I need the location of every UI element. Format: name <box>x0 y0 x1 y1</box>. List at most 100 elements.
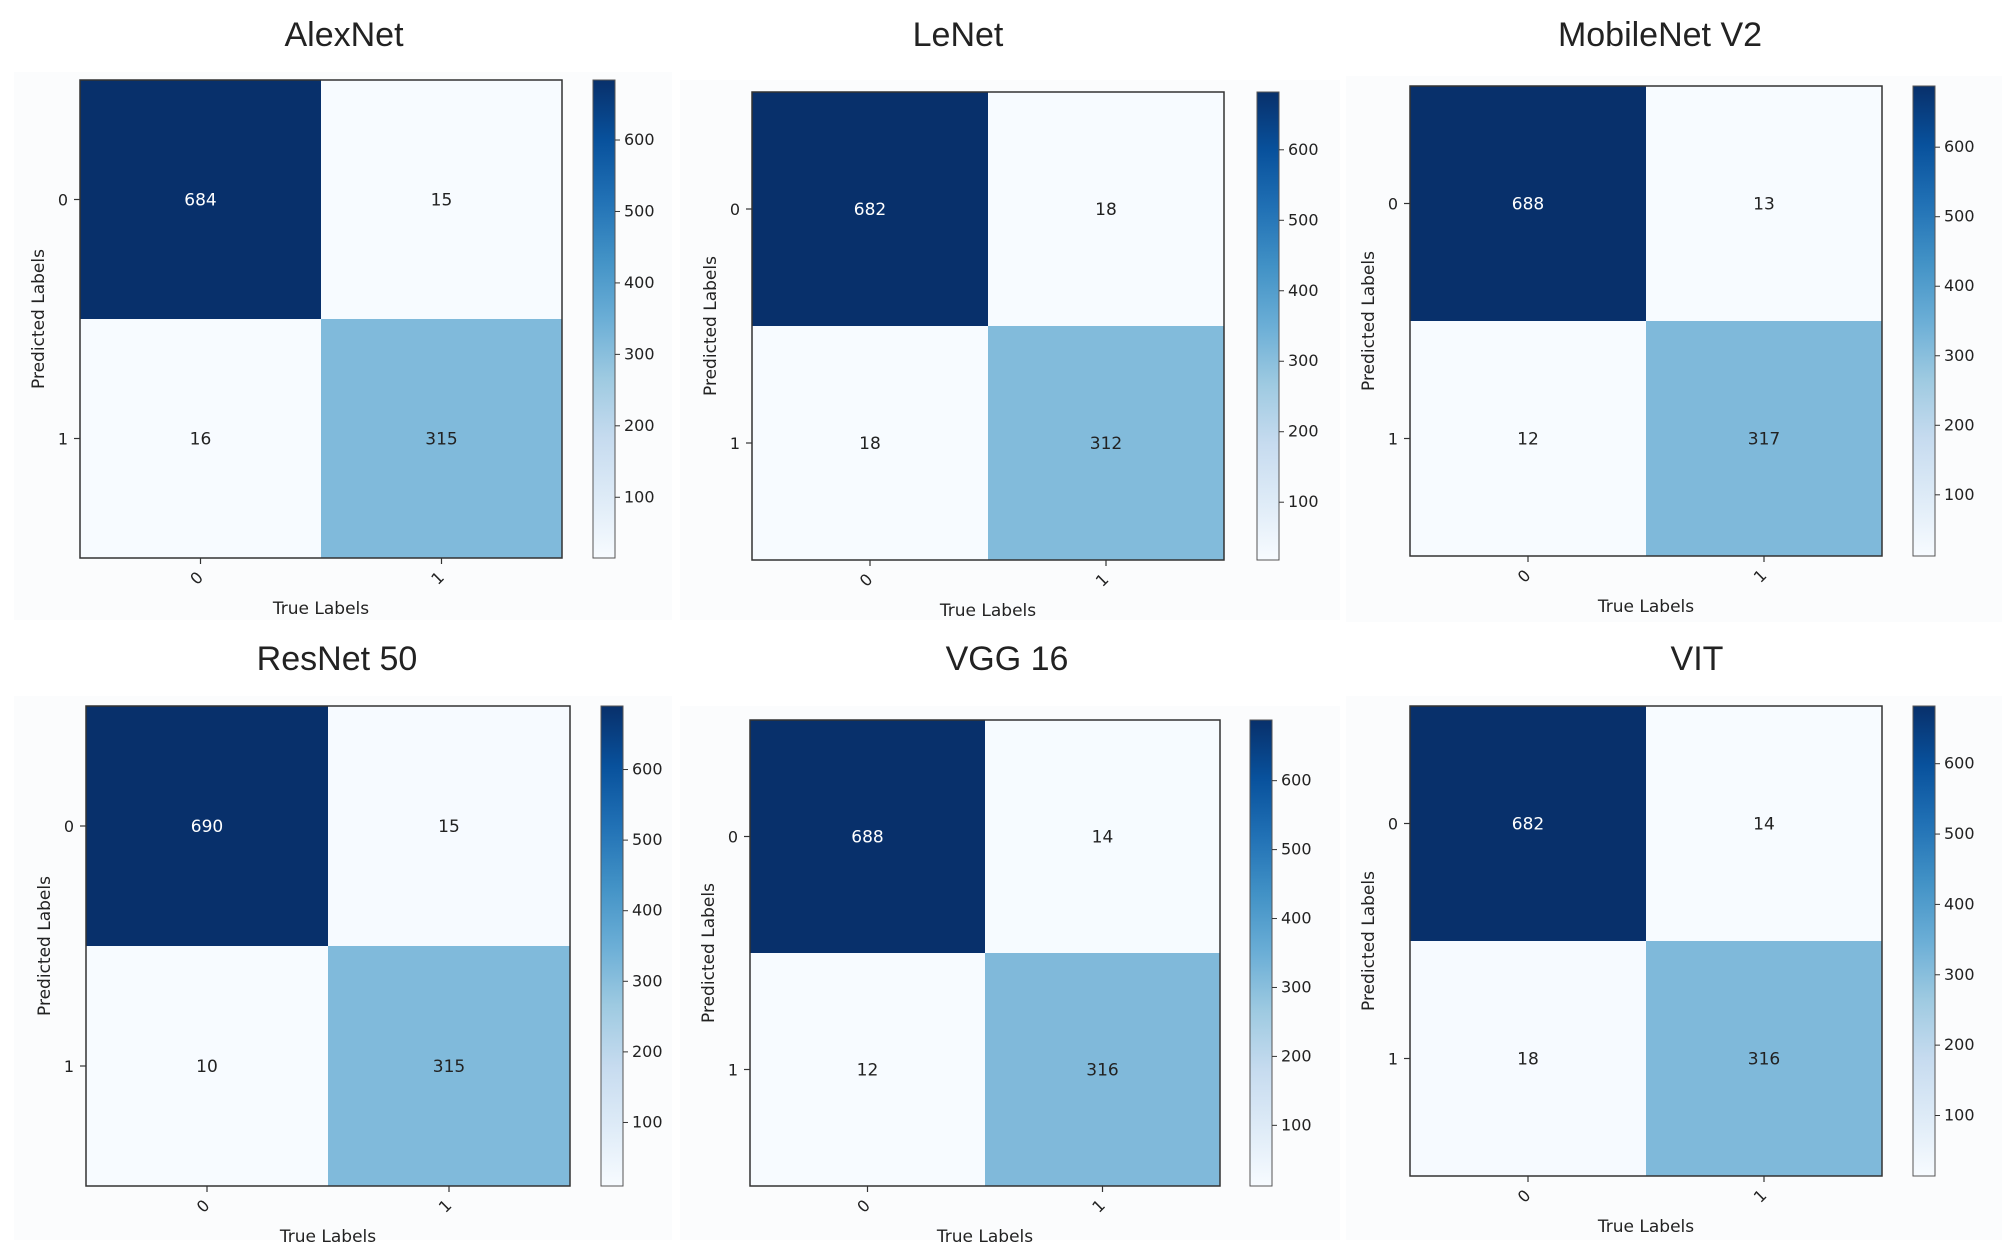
y-tick-label: 1 <box>58 430 68 449</box>
panel-title: ResNet 50 <box>257 640 418 678</box>
matrix-frame <box>1409 85 1883 557</box>
colorbar-tick-label: 500 <box>1944 207 1975 226</box>
cell-value-label: 315 <box>425 430 457 450</box>
colorbar-tick-label: 200 <box>1281 1046 1312 1065</box>
y-axis-label: Predicted Labels <box>1359 251 1379 391</box>
matrix-cell <box>1646 321 1882 556</box>
cell-value-label: 14 <box>1753 815 1775 835</box>
matrix-cell <box>985 720 1220 953</box>
panel-title: AlexNet <box>284 16 404 54</box>
colorbar-tick-label: 600 <box>1944 137 1975 156</box>
x-axis-label: True Labels <box>272 599 369 619</box>
colorbar-tick-label: 200 <box>624 416 655 435</box>
matrix-cell <box>86 946 328 1186</box>
colorbar-tick-label: 500 <box>1281 840 1312 859</box>
matrix-cell <box>328 706 570 946</box>
matrix-cell <box>328 946 570 1186</box>
colorbar-gradient <box>1913 706 1935 1176</box>
matrix-cell <box>750 953 985 1186</box>
cell-value-label: 15 <box>431 191 453 211</box>
cell-value-label: 10 <box>196 1057 218 1077</box>
colorbar-tick-label: 600 <box>1944 754 1975 773</box>
colorbar-tick-label: 500 <box>624 201 655 220</box>
colorbar-tick-label: 300 <box>1288 351 1319 370</box>
matrix-frame <box>1409 705 1883 1177</box>
colorbar-tick-label: 200 <box>1944 415 1975 434</box>
matrix-cell <box>1646 941 1882 1176</box>
matrix-cell <box>1646 86 1882 321</box>
colorbar-tick-label: 600 <box>632 760 663 779</box>
colorbar-frame <box>1256 91 1280 561</box>
matrix-cell <box>80 319 321 558</box>
y-axis-label: Predicted Labels <box>35 876 55 1016</box>
cell-value-label: 316 <box>1748 1050 1780 1070</box>
colorbar-tick-label: 600 <box>1288 140 1319 159</box>
cell-value-label: 690 <box>191 817 223 837</box>
colorbar-tick-label: 400 <box>1944 894 1975 913</box>
cell-value-label: 688 <box>1512 195 1544 215</box>
y-axis-label: Predicted Labels <box>1359 871 1379 1011</box>
y-axis-label: Predicted Labels <box>29 249 49 389</box>
matrix-frame <box>751 91 1225 561</box>
x-axis-label: True Labels <box>1597 1217 1694 1237</box>
panel-title: LeNet <box>913 16 1004 54</box>
colorbar-tick-label: 200 <box>1944 1035 1975 1054</box>
cell-value-label: 18 <box>1517 1050 1539 1070</box>
colorbar-tick-label: 500 <box>1288 210 1319 229</box>
cell-value-label: 15 <box>438 817 460 837</box>
colorbar-tick-label: 400 <box>1944 276 1975 295</box>
y-tick-label: 1 <box>728 1061 738 1080</box>
colorbar-tick-label: 100 <box>1944 1105 1975 1124</box>
panel-title: VGG 16 <box>946 640 1069 678</box>
y-tick-label: 0 <box>1388 195 1398 214</box>
colorbar-gradient <box>601 706 623 1186</box>
colorbar-frame <box>1912 85 1936 557</box>
y-axis-label: Predicted Labels <box>699 883 719 1023</box>
colorbar-tick-label: 600 <box>624 130 655 149</box>
cell-value-label: 688 <box>851 828 883 848</box>
colorbar-frame <box>600 705 624 1187</box>
matrix-frame <box>85 705 571 1187</box>
colorbar-tick-label: 300 <box>624 344 655 363</box>
colorbar-tick-label: 100 <box>632 1112 663 1131</box>
colorbar-tick-label: 200 <box>632 1042 663 1061</box>
matrix-cell <box>321 319 562 558</box>
cell-value-label: 682 <box>1512 815 1544 835</box>
matrix-cell <box>86 706 328 946</box>
panel-title: MobileNet V2 <box>1558 16 1762 54</box>
cell-value-label: 316 <box>1086 1061 1118 1081</box>
colorbar-tick-label: 400 <box>1281 909 1312 928</box>
y-tick-label: 0 <box>730 200 740 219</box>
y-axis-label: Predicted Labels <box>701 256 721 396</box>
cell-value-label: 18 <box>1095 200 1117 220</box>
cell-value-label: 18 <box>859 434 881 454</box>
y-tick-label: 1 <box>1388 430 1398 449</box>
matrix-frame <box>749 719 1221 1187</box>
y-tick-label: 0 <box>728 828 738 847</box>
matrix-cell <box>80 80 321 319</box>
y-tick-label: 0 <box>58 191 68 210</box>
cell-value-label: 14 <box>1092 828 1114 848</box>
matrix-cell <box>988 92 1224 326</box>
colorbar-tick-label: 400 <box>624 273 655 292</box>
y-tick-label: 1 <box>64 1057 74 1076</box>
colorbar-tick-label: 100 <box>624 487 655 506</box>
colorbar-gradient <box>1250 720 1272 1186</box>
matrix-cell <box>1410 706 1646 941</box>
colorbar-tick-label: 600 <box>1281 771 1312 790</box>
cell-value-label: 312 <box>1090 434 1122 454</box>
colorbar-gradient <box>593 80 615 558</box>
cell-value-label: 12 <box>1517 430 1539 450</box>
colorbar-tick-label: 100 <box>1281 1115 1312 1134</box>
x-axis-label: True Labels <box>939 601 1036 621</box>
y-tick-label: 0 <box>1388 815 1398 834</box>
matrix-frame <box>79 79 563 559</box>
colorbar-frame <box>592 79 616 559</box>
x-axis-label: True Labels <box>936 1227 1033 1242</box>
cell-value-label: 13 <box>1753 195 1775 215</box>
